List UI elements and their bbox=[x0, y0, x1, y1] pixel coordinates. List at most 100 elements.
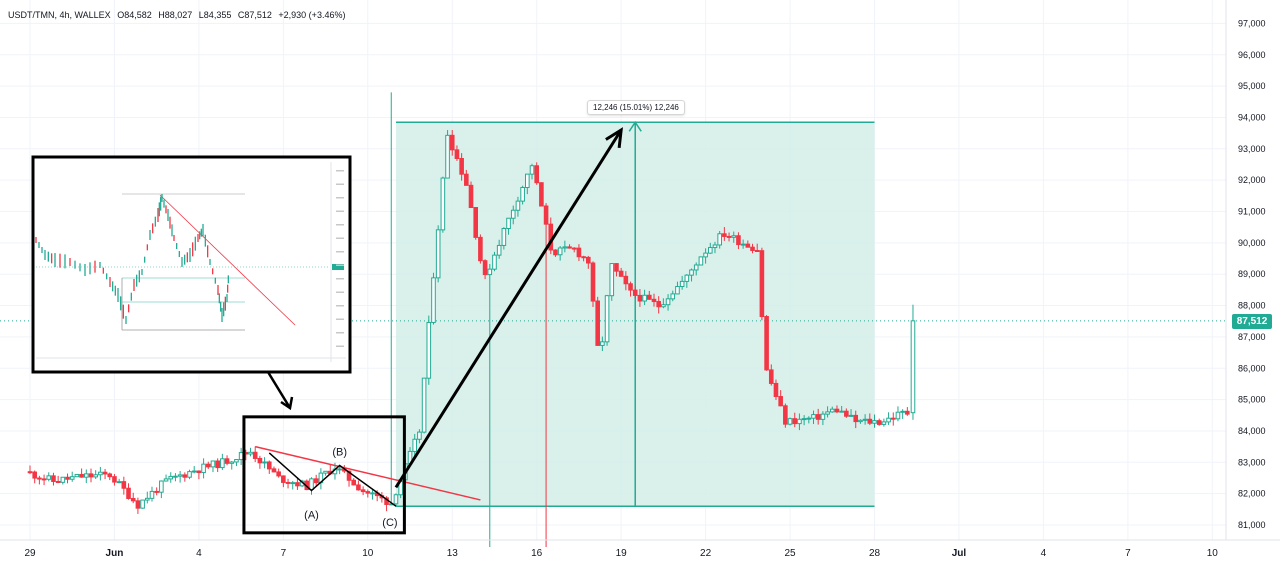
time-tick-label: 29 bbox=[24, 548, 36, 559]
symbol-info-header: USDT/TMN, 4h, WALLEX O84,582 H88,027 L84… bbox=[8, 10, 349, 20]
candle bbox=[182, 472, 188, 482]
candle-body bbox=[703, 252, 708, 258]
candle-body bbox=[473, 207, 479, 238]
candle bbox=[496, 239, 502, 259]
candle-body bbox=[853, 414, 859, 423]
candle-body bbox=[121, 481, 127, 489]
candle bbox=[478, 234, 483, 264]
candle-body bbox=[562, 246, 568, 249]
candle-body bbox=[740, 243, 746, 246]
candle bbox=[116, 478, 122, 484]
candle bbox=[205, 461, 211, 469]
candle-body bbox=[46, 475, 52, 480]
time-tick-label: 7 bbox=[1125, 548, 1131, 559]
candle bbox=[590, 261, 596, 307]
candle-body bbox=[32, 471, 37, 479]
candle bbox=[900, 409, 905, 419]
candle-body bbox=[815, 414, 821, 420]
candle-body bbox=[177, 474, 183, 477]
candle-body bbox=[65, 476, 70, 480]
time-axis[interactable]: 29 Jun 4 7 10 13 16 19 22 25 28 Jul 4 7 10 bbox=[0, 539, 1280, 559]
candle-body bbox=[431, 277, 436, 323]
candle bbox=[69, 471, 75, 482]
candle-body bbox=[201, 463, 206, 474]
candle-body bbox=[726, 235, 732, 238]
candle bbox=[825, 406, 830, 418]
price-axis[interactable]: 81,000 82,000 83,000 84,000 85,000 86,000 87,0… bbox=[1225, 0, 1266, 540]
candle-body bbox=[651, 298, 657, 303]
candle-body bbox=[604, 295, 610, 343]
candle bbox=[881, 418, 887, 427]
candle-body bbox=[98, 471, 103, 476]
candle bbox=[417, 429, 422, 444]
price-tick-label: 89,000 bbox=[1238, 269, 1266, 279]
candle-body bbox=[173, 475, 178, 478]
candle-body bbox=[886, 417, 891, 423]
candle bbox=[60, 476, 66, 485]
trendline[interactable] bbox=[255, 445, 481, 501]
candle bbox=[37, 475, 42, 485]
candle bbox=[684, 274, 690, 288]
candle-body bbox=[182, 474, 188, 478]
candle bbox=[571, 247, 577, 253]
candle bbox=[257, 455, 263, 469]
candle bbox=[431, 272, 436, 325]
candle-body bbox=[515, 200, 521, 211]
symbol-label[interactable]: USDT/TMN, 4h, WALLEX bbox=[8, 10, 111, 20]
candle bbox=[567, 244, 572, 249]
candle-body bbox=[154, 490, 159, 493]
candle-body bbox=[811, 414, 816, 419]
candle-body bbox=[337, 468, 342, 471]
candle bbox=[248, 447, 253, 457]
candle bbox=[600, 336, 605, 352]
price-tick-label: 83,000 bbox=[1238, 457, 1266, 467]
candle-body bbox=[839, 410, 844, 413]
candle bbox=[628, 281, 633, 297]
candle-body bbox=[281, 475, 286, 483]
candle bbox=[623, 271, 629, 291]
time-tick-label: Jun bbox=[106, 548, 124, 559]
candle-body bbox=[60, 476, 66, 483]
candle-body bbox=[595, 300, 600, 346]
time-tick-label: 13 bbox=[447, 548, 459, 559]
candle-body bbox=[107, 473, 113, 478]
candle bbox=[726, 232, 732, 242]
candle bbox=[290, 480, 296, 490]
candle-body bbox=[93, 474, 98, 478]
candle bbox=[464, 169, 469, 186]
candle-body bbox=[576, 247, 582, 258]
candle bbox=[412, 433, 418, 457]
candle-body bbox=[257, 457, 263, 464]
candle-body bbox=[276, 471, 281, 477]
inset-price-tick bbox=[336, 278, 344, 280]
candle bbox=[318, 468, 324, 490]
candle bbox=[262, 457, 267, 469]
candle-body bbox=[351, 479, 357, 486]
candle-body bbox=[135, 500, 141, 509]
candle-body bbox=[581, 256, 586, 259]
candle-body bbox=[867, 418, 873, 424]
candle bbox=[220, 453, 225, 470]
candle-body bbox=[309, 478, 314, 491]
inset-price-tick bbox=[336, 332, 344, 334]
candle-body bbox=[787, 418, 793, 425]
candle-body bbox=[234, 459, 239, 463]
candle bbox=[553, 249, 558, 257]
candle bbox=[506, 217, 511, 235]
candle-body bbox=[421, 377, 427, 433]
price-tick-label: 85,000 bbox=[1238, 395, 1266, 405]
time-tick-label: 10 bbox=[1207, 548, 1219, 559]
candle bbox=[609, 263, 615, 301]
candle bbox=[177, 471, 183, 483]
candle bbox=[370, 489, 375, 500]
candle-body bbox=[628, 283, 633, 291]
inset-price-tick bbox=[336, 237, 344, 239]
wave-path bbox=[268, 452, 397, 507]
candle-body bbox=[487, 268, 493, 276]
candle bbox=[910, 304, 916, 420]
candle bbox=[764, 314, 769, 371]
candle bbox=[829, 406, 835, 413]
candle bbox=[224, 455, 230, 466]
candle-body bbox=[163, 478, 169, 482]
